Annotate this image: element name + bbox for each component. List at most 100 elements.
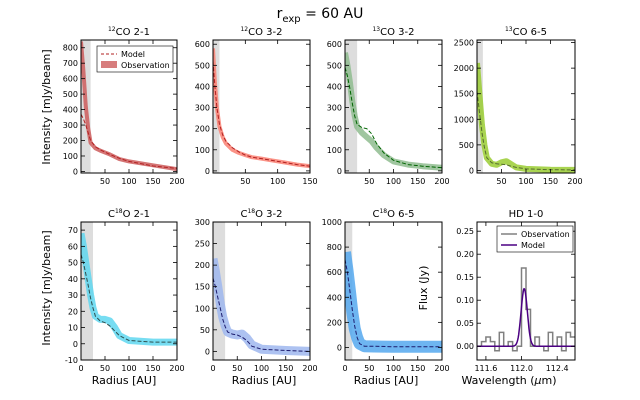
x-tick-label: 50 — [364, 364, 374, 373]
legend-model-label: Model — [121, 50, 145, 59]
y-tick-label: 200 — [327, 125, 342, 134]
x-tick-label: 150 — [145, 177, 160, 186]
y-tick-label: 30 — [68, 291, 78, 300]
observation-band — [345, 251, 442, 353]
panel-title: HD 1-0 — [509, 209, 544, 220]
y-tick-label: 400 — [327, 293, 342, 302]
y-tick-label: 200 — [195, 261, 210, 270]
panel-title: 12CO 2-1 — [108, 26, 150, 38]
x-tick-label: 150 — [410, 177, 425, 186]
y-tick-label: 500 — [327, 61, 342, 70]
x-tick-label: 50 — [100, 364, 110, 373]
y-tick-label: 0.20 — [456, 250, 474, 259]
y-tick-label: 50 — [68, 259, 78, 268]
x-tick-label: 112.4 — [546, 364, 569, 373]
x-tick-label: 50 — [496, 177, 506, 186]
legend-observation-label: Observation — [121, 61, 170, 70]
x-axis-label-hd: Wavelength (μm) — [461, 374, 556, 387]
y-tick-label: 0.00 — [456, 342, 474, 351]
x-tick-label: 50 — [232, 364, 242, 373]
y-tick-label: 2000 — [454, 64, 474, 73]
y-tick-label: 400 — [327, 82, 342, 91]
x-axis-label-2: Radius [AU] — [232, 374, 297, 387]
x-tick-label: 150 — [278, 364, 293, 373]
x-tick-label: 100 — [270, 177, 285, 186]
x-tick-label: 100 — [254, 364, 269, 373]
y-tick-label: 0.25 — [456, 227, 474, 236]
observation-band — [213, 257, 310, 356]
panel-frame — [212, 221, 311, 361]
y-tick-label: 150 — [195, 283, 210, 292]
x-tick-label: 150 — [302, 177, 317, 186]
legend-observation-label: Observation — [521, 230, 570, 239]
y-tick-label: 1500 — [454, 90, 474, 99]
y-tick-label: 500 — [459, 141, 474, 150]
model-line — [213, 277, 310, 352]
y-tick-label: 1000 — [322, 218, 342, 227]
panel-6: 0 50 100 150 200 0 50 100 150 200 250 300 C18O 3-2 — [195, 208, 318, 373]
hd-model-curve — [477, 287, 575, 347]
x-tick-label: 150 — [145, 364, 160, 373]
y-tick-label: 600 — [327, 268, 342, 277]
panel-title: C18O 3-2 — [240, 208, 282, 220]
model-line — [81, 254, 177, 343]
y-tick-label: 600 — [63, 75, 78, 84]
y-tick-label: 0.15 — [456, 273, 474, 282]
y-tick-label: 0 — [337, 343, 342, 352]
observation-band — [477, 62, 575, 173]
model-line — [477, 91, 575, 171]
y-tick-label: 1000 — [454, 115, 474, 124]
y-tick-label: 100 — [63, 152, 78, 161]
panel-2: 50 100 150 0 100 200 300 400 500 600 12CO 3-2 — [195, 26, 318, 186]
x-tick-label: 112.0 — [510, 364, 533, 373]
panel-frame — [212, 39, 311, 174]
y-axis-label-bottom: Intensity [mJy/beam] — [40, 230, 53, 345]
x-tick-label: 150 — [543, 177, 558, 186]
hd-observation-steps — [477, 267, 575, 352]
panel-title: C18O 6-5 — [372, 208, 414, 220]
y-tick-label: 100 — [195, 146, 210, 155]
x-tick-label: 100 — [518, 177, 533, 186]
x-tick-label: 200 — [169, 177, 184, 186]
y-tick-label: 0 — [73, 340, 78, 349]
figure-title: rexp = 60 AU — [277, 6, 364, 25]
y-tick-label: 50 — [200, 326, 210, 335]
x-tick-label: 50 — [240, 177, 250, 186]
x-tick-label: 100 — [121, 177, 136, 186]
y-axis-label-top: Intensity [mJy/beam] — [40, 49, 53, 164]
panel-title: 13CO 6-5 — [505, 26, 547, 38]
y-axis-label-hd: Flux (Jy) — [417, 266, 430, 311]
y-tick-label: 600 — [195, 40, 210, 49]
y-tick-label: 800 — [63, 44, 78, 53]
x-tick-label: 200 — [434, 364, 449, 373]
y-tick-label: 0.05 — [456, 319, 474, 328]
y-tick-label: 400 — [195, 82, 210, 91]
panel-8: 111.6 112.0 112.4 0.00 0.05 0.10 0.15 0.20 0.25 H… — [456, 209, 576, 373]
y-tick-label: 500 — [63, 90, 78, 99]
x-tick-label: 200 — [302, 364, 317, 373]
panel-3: 50 100 150 200 0 100 200 300 400 500 600 13CO 3-2 — [327, 26, 450, 186]
panel-title: 12CO 3-2 — [240, 26, 282, 38]
model-line — [81, 113, 177, 169]
x-tick-label: 100 — [121, 364, 136, 373]
y-tick-label: 300 — [195, 104, 210, 113]
x-tick-label: 150 — [410, 364, 425, 373]
y-tick-label: 20 — [68, 307, 78, 316]
x-tick-label: 200 — [434, 177, 449, 186]
panel-frame — [476, 39, 576, 174]
y-tick-label: 200 — [327, 318, 342, 327]
observation-band — [345, 52, 442, 171]
legend-model-label: Model — [521, 241, 545, 250]
x-tick-label: 0 — [78, 364, 83, 373]
y-tick-label: 0 — [205, 167, 210, 176]
y-tick-label: 700 — [63, 59, 78, 68]
y-tick-label: 0 — [337, 167, 342, 176]
y-tick-label: 500 — [195, 61, 210, 70]
y-tick-label: 100 — [327, 146, 342, 155]
y-tick-label: 200 — [195, 125, 210, 134]
y-tick-label: 0 — [469, 166, 474, 175]
panel-title: C18O 2-1 — [108, 208, 150, 220]
y-tick-label: 10 — [68, 324, 78, 333]
